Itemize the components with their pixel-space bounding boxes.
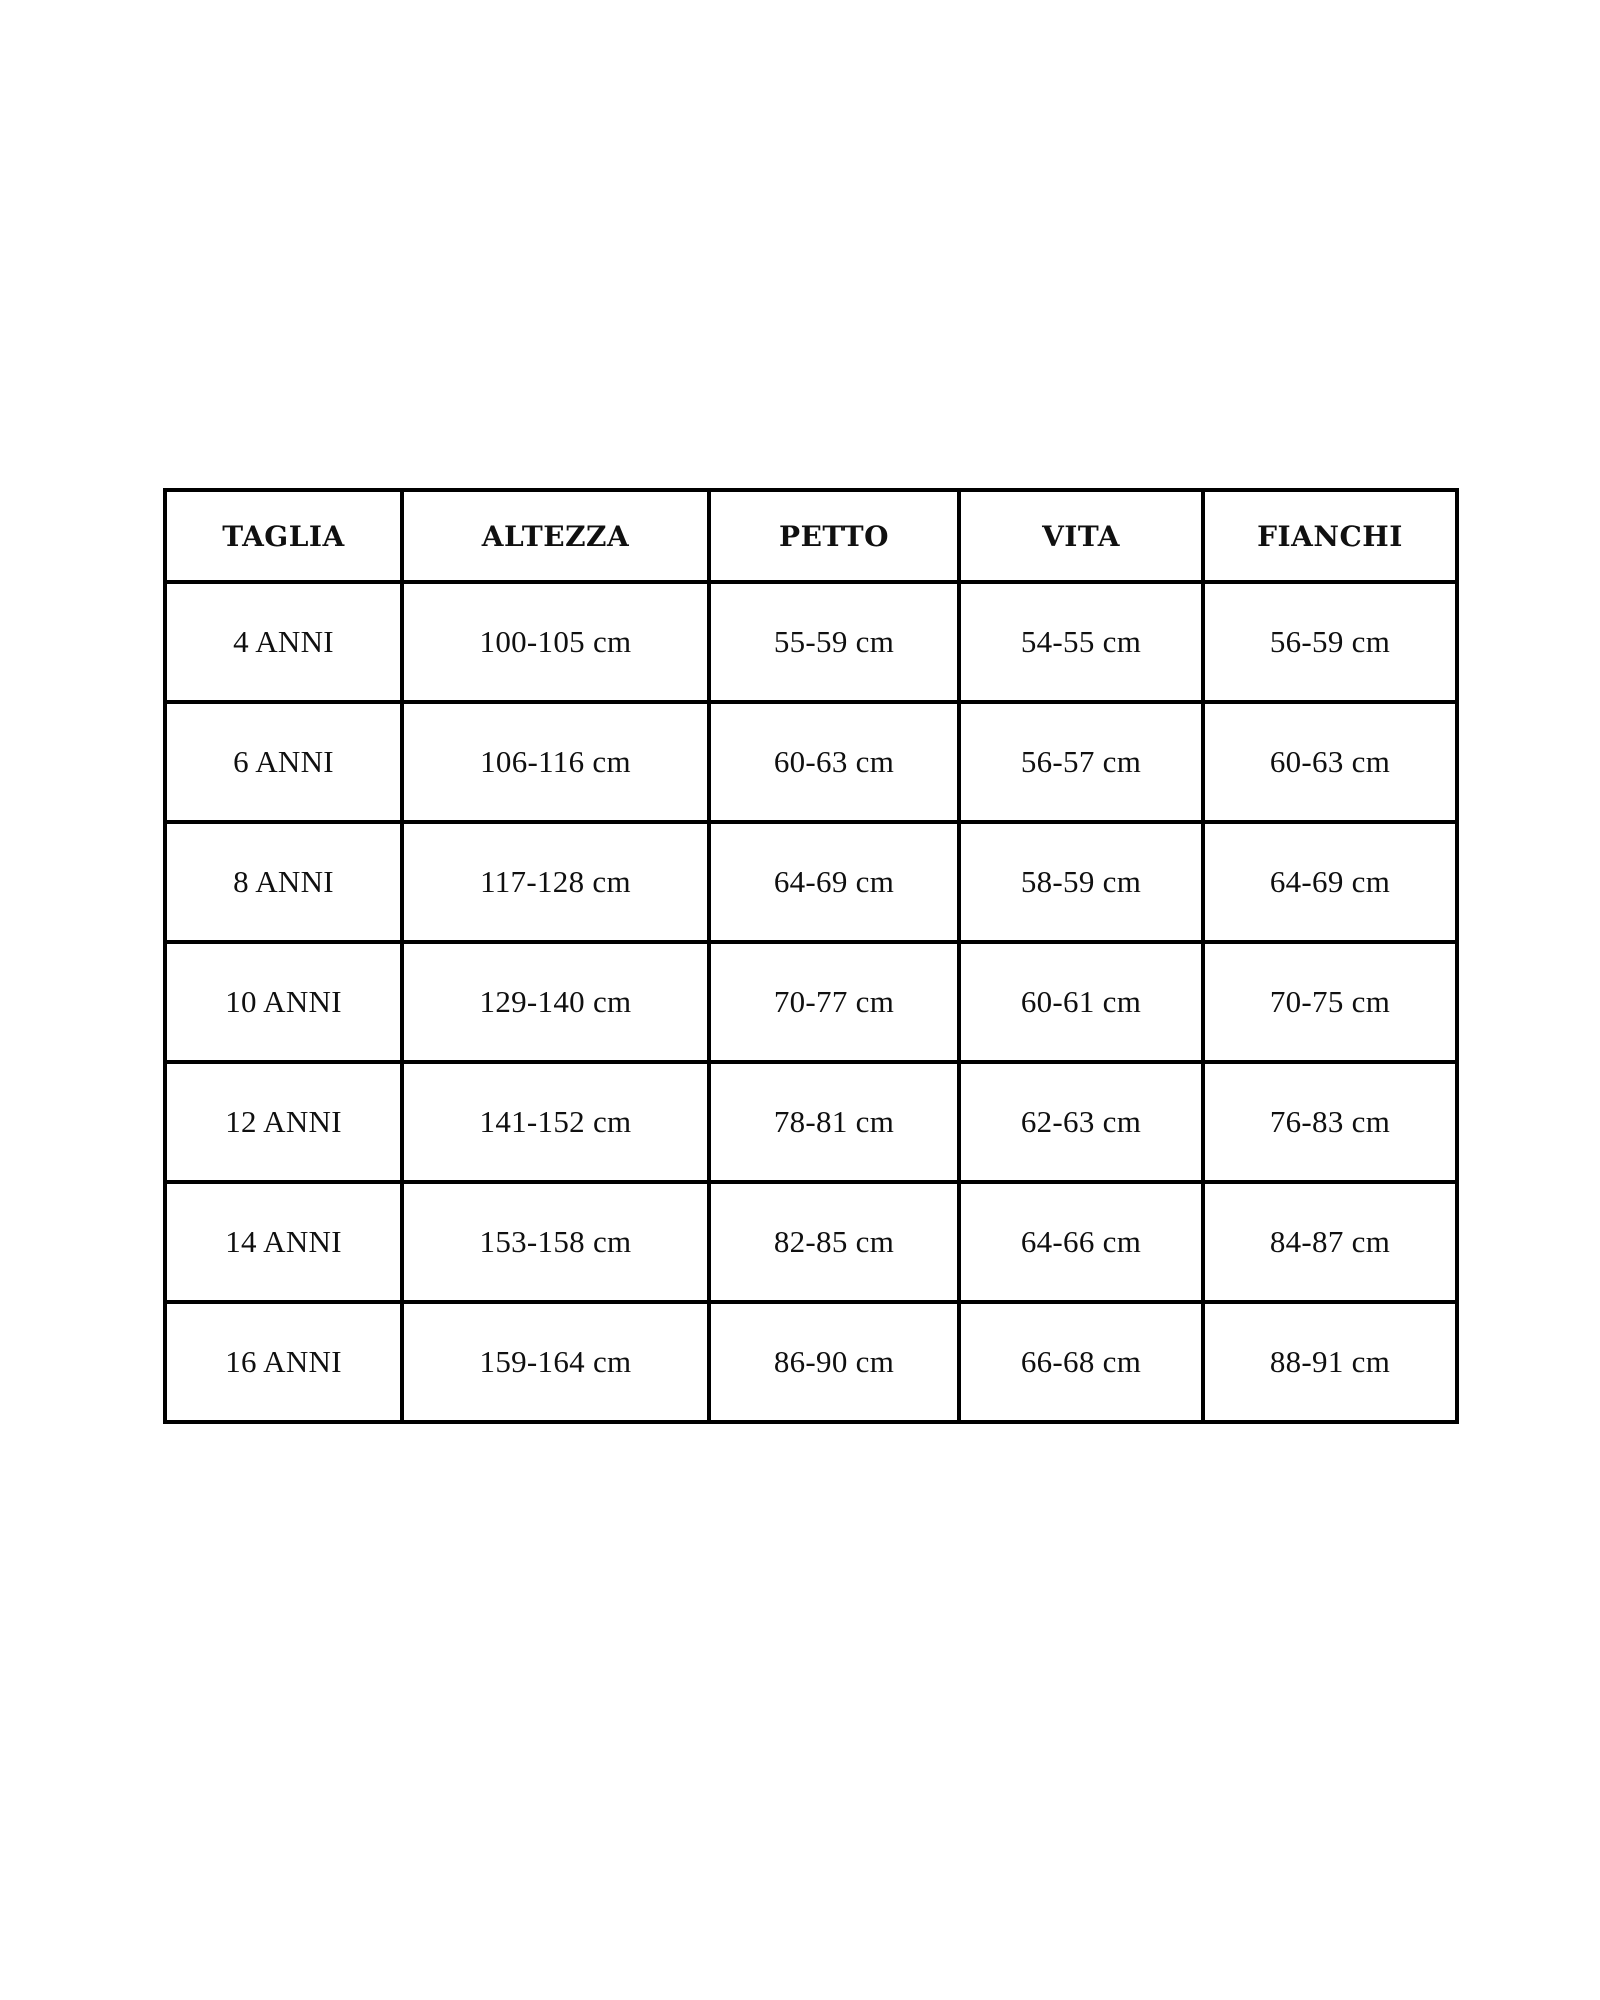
table-body: 4 ANNI 100-105 cm 55-59 cm 54-55 cm 56-59 cm… <box>163 580 1459 1424</box>
table-header: TAGLIA ALTEZZA PETTO VITA FIANCHI <box>163 488 1459 584</box>
table-cell-petto: 64-69 cm <box>707 820 961 944</box>
column-header-altezza: ALTEZZA <box>400 488 711 584</box>
table-cell-taglia: 14 ANNI <box>163 1180 404 1304</box>
table-row: 10 ANNI 129-140 cm 70-77 cm 60-61 cm 70-75 c… <box>163 940 1459 1064</box>
table-cell-vita: 62-63 cm <box>957 1060 1205 1184</box>
table-cell-altezza: 129-140 cm <box>400 940 711 1064</box>
table-cell-altezza: 106-116 cm <box>400 700 711 824</box>
table-cell-vita: 54-55 cm <box>957 580 1205 704</box>
table-cell-fianchi: 60-63 cm <box>1201 700 1459 824</box>
table-cell-fianchi: 88-91 cm <box>1201 1300 1459 1424</box>
table-cell-altezza: 117-128 cm <box>400 820 711 944</box>
table-cell-fianchi: 84-87 cm <box>1201 1180 1459 1304</box>
table-cell-fianchi: 56-59 cm <box>1201 580 1459 704</box>
table-row: 4 ANNI 100-105 cm 55-59 cm 54-55 cm 56-59 cm <box>163 580 1459 704</box>
column-header-vita: VITA <box>957 488 1205 584</box>
table-cell-vita: 66-68 cm <box>957 1300 1205 1424</box>
table-cell-fianchi: 64-69 cm <box>1201 820 1459 944</box>
table-cell-petto: 60-63 cm <box>707 700 961 824</box>
table-cell-taglia: 12 ANNI <box>163 1060 404 1184</box>
column-header-fianchi: FIANCHI <box>1201 488 1459 584</box>
column-header-petto: PETTO <box>707 488 961 584</box>
table-row: 6 ANNI 106-116 cm 60-63 cm 56-57 cm 60-63 cm <box>163 700 1459 824</box>
table-cell-vita: 56-57 cm <box>957 700 1205 824</box>
table-cell-petto: 82-85 cm <box>707 1180 961 1304</box>
table-cell-taglia: 4 ANNI <box>163 580 404 704</box>
table-cell-altezza: 159-164 cm <box>400 1300 711 1424</box>
table-cell-vita: 58-59 cm <box>957 820 1205 944</box>
table-cell-vita: 64-66 cm <box>957 1180 1205 1304</box>
size-chart-table: TAGLIA ALTEZZA PETTO VITA FIANCHI 4 ANNI 100-… <box>163 488 1459 1424</box>
table-cell-altezza: 141-152 cm <box>400 1060 711 1184</box>
table-cell-petto: 86-90 cm <box>707 1300 961 1424</box>
table-cell-taglia: 16 ANNI <box>163 1300 404 1424</box>
table-cell-taglia: 8 ANNI <box>163 820 404 944</box>
table-row: 12 ANNI 141-152 cm 78-81 cm 62-63 cm 76-83 c… <box>163 1060 1459 1184</box>
table-cell-petto: 55-59 cm <box>707 580 961 704</box>
table-row: 8 ANNI 117-128 cm 64-69 cm 58-59 cm 64-69 cm <box>163 820 1459 944</box>
table-cell-petto: 78-81 cm <box>707 1060 961 1184</box>
table-cell-taglia: 6 ANNI <box>163 700 404 824</box>
table-cell-taglia: 10 ANNI <box>163 940 404 1064</box>
table-cell-altezza: 153-158 cm <box>400 1180 711 1304</box>
table-cell-altezza: 100-105 cm <box>400 580 711 704</box>
table-cell-vita: 60-61 cm <box>957 940 1205 1064</box>
header-row: TAGLIA ALTEZZA PETTO VITA FIANCHI <box>163 488 1459 584</box>
table-cell-petto: 70-77 cm <box>707 940 961 1064</box>
table-cell-fianchi: 70-75 cm <box>1201 940 1459 1064</box>
column-header-taglia: TAGLIA <box>163 488 404 584</box>
table-row: 14 ANNI 153-158 cm 82-85 cm 64-66 cm 84-87 c… <box>163 1180 1459 1304</box>
table-row: 16 ANNI 159-164 cm 86-90 cm 66-68 cm 88-91 c… <box>163 1300 1459 1424</box>
table-cell-fianchi: 76-83 cm <box>1201 1060 1459 1184</box>
